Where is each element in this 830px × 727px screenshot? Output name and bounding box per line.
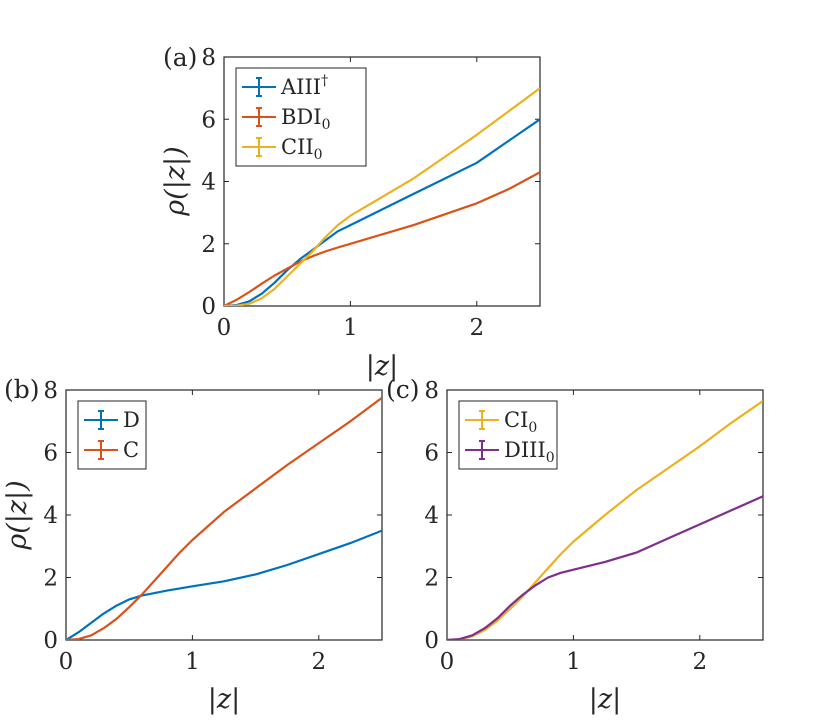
panel-label: (b) bbox=[4, 375, 40, 404]
y-tick-label: 2 bbox=[43, 566, 58, 592]
y-tick-label: 6 bbox=[201, 107, 216, 133]
series-line-ci bbox=[447, 399, 763, 640]
x-tick-label: 0 bbox=[217, 315, 232, 341]
y-tick-label: 6 bbox=[424, 441, 439, 467]
x-tick-label: 2 bbox=[469, 315, 484, 341]
y-axis-label: ρ(|z|) bbox=[2, 480, 33, 550]
x-tick-label: 1 bbox=[185, 649, 200, 675]
legend-superscript: † bbox=[321, 73, 328, 89]
y-tick-label: 8 bbox=[424, 378, 439, 404]
panel-label: (a) bbox=[163, 43, 197, 72]
y-tick-label: 8 bbox=[201, 45, 216, 71]
x-axis-label: |z| bbox=[208, 684, 240, 715]
y-tick-label: 2 bbox=[201, 232, 216, 258]
x-tick-label: 2 bbox=[311, 649, 326, 675]
x-tick-label: 0 bbox=[440, 649, 455, 675]
y-axis-label: ρ(|z|) bbox=[160, 146, 191, 216]
x-axis-label: |z| bbox=[366, 351, 398, 382]
x-tick-label: 2 bbox=[692, 649, 707, 675]
legend-subscript: 0 bbox=[322, 117, 331, 133]
x-axis-label: |z| bbox=[589, 684, 621, 715]
y-tick-label: 2 bbox=[424, 566, 439, 592]
y-tick-label: 8 bbox=[43, 378, 58, 404]
panel-label: (c) bbox=[386, 375, 420, 404]
y-tick-label: 0 bbox=[43, 628, 58, 654]
series-line-c bbox=[66, 396, 382, 640]
y-tick-label: 4 bbox=[424, 503, 439, 529]
x-tick-label: 1 bbox=[343, 315, 358, 341]
panel-b: 0 1 2 0 2 4 6 8(b) |z| ρ(|z|) DC bbox=[2, 375, 383, 715]
y-tick-label: 6 bbox=[43, 441, 58, 467]
y-tick-label: 4 bbox=[201, 170, 216, 196]
legend-label: D bbox=[123, 408, 140, 432]
series-line-aiii bbox=[224, 118, 540, 306]
legend-box bbox=[458, 400, 558, 470]
series-line-bdi bbox=[224, 171, 540, 306]
series-line-diii bbox=[447, 495, 763, 640]
x-tick-label: 0 bbox=[59, 649, 74, 675]
y-tick-label: 4 bbox=[43, 503, 58, 529]
legend-box bbox=[77, 400, 147, 470]
x-tick-label: 1 bbox=[566, 649, 581, 675]
series-line-d bbox=[66, 529, 382, 640]
legend-subscript: 0 bbox=[528, 420, 537, 436]
legend-label: AIII† bbox=[280, 73, 328, 99]
series-line-cii bbox=[224, 87, 540, 306]
legend-subscript: 0 bbox=[546, 450, 555, 466]
y-tick-label: 0 bbox=[201, 294, 216, 320]
legend-subscript: 0 bbox=[314, 147, 323, 163]
y-tick-label: 0 bbox=[424, 628, 439, 654]
legend-label: C bbox=[123, 438, 139, 462]
